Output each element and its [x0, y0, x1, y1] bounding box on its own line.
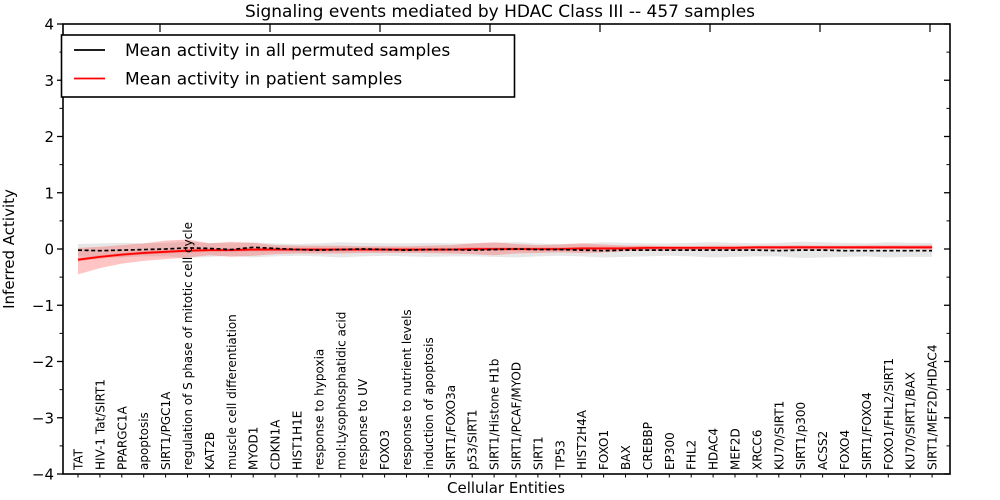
legend-label-permuted: Mean activity in all permuted samples	[125, 41, 450, 61]
x-tick-label: SIRT1/FOXO4	[860, 392, 874, 470]
y-tick-label: −1	[32, 297, 54, 315]
x-tick-label: induction of apoptosis	[422, 337, 436, 470]
x-tick-label: CDKN1A	[269, 419, 283, 470]
x-tick-label: apoptosis	[137, 412, 151, 470]
patient-mean-line	[77, 246, 933, 261]
x-tick-label: response to UV	[356, 378, 370, 470]
y-tick-label: 3	[44, 72, 54, 90]
x-tick-label: regulation of S phase of mitotic cell cy…	[181, 222, 195, 470]
x-tick-label: CREBBP	[641, 422, 655, 470]
x-tick-label: muscle cell differentiation	[225, 314, 239, 470]
x-tick-label: MYOD1	[247, 427, 261, 470]
x-tick-label: HIV-1 Tat/SIRT1	[93, 379, 107, 470]
x-tick-label: FHL2	[685, 440, 699, 470]
y-tick-label: 0	[44, 241, 54, 259]
x-axis-label: Cellular Entities	[447, 479, 565, 497]
x-tick-label: SIRT1/p300	[794, 402, 808, 470]
y-tick-label: −4	[32, 466, 54, 484]
x-tick-label: TAT	[72, 448, 86, 471]
y-tick-label: 4	[44, 16, 54, 34]
x-tick-label: response to hypoxia	[312, 349, 326, 470]
x-tick-label: HIST1H1E	[291, 411, 305, 470]
y-tick-label: −2	[32, 353, 54, 371]
x-tick-label: FOXO3	[378, 430, 392, 470]
confidence-bands	[78, 239, 933, 275]
x-tick-label: HIST2H4A	[575, 409, 589, 470]
x-tick-label: SIRT1/Histone H1b	[488, 359, 502, 470]
x-tick-label: KAT2B	[203, 432, 217, 470]
x-tick-label: MEF2D	[729, 428, 743, 470]
x-tick-label: HDAC4	[707, 428, 721, 470]
x-tick-label: SIRT1/FOXO3a	[444, 385, 458, 470]
x-tick-label: KU70/SIRT1	[772, 401, 786, 470]
legend-box	[60, 34, 516, 98]
permuted-mean-line	[77, 246, 933, 252]
y-tick-label: 1	[44, 184, 54, 202]
x-tick-label: FOXO1/FHL2/SIRT1	[882, 358, 896, 470]
x-tick-label: KU70/SIRT1/BAX	[904, 372, 918, 470]
axes: 4 3 2 1 0 −1 −2 −3 −4 TAT HIV-1 Tat/SIRT1 PPARGC1A a…	[32, 16, 951, 484]
x-tick-label: response to nutrient levels	[400, 309, 414, 470]
x-tick-label: EP300	[663, 432, 677, 470]
x-tick-label: SIRT1/PCAF/MYOD	[510, 362, 524, 470]
y-tick-label: 2	[44, 128, 54, 146]
x-tick-label: SIRT1/MEF2D/HDAC4	[926, 345, 940, 470]
x-tick-label: SIRT1	[531, 436, 545, 470]
x-tick-label: mol:Lysophosphatidic acid	[334, 312, 348, 470]
chart-title: Signaling events mediated by HDAC Class …	[245, 2, 755, 22]
x-tick-label: p53/SIRT1	[466, 409, 480, 470]
y-axis-label: Inferred Activity	[0, 189, 18, 309]
series-lines	[77, 246, 933, 261]
y-tick-label: −3	[32, 409, 54, 427]
x-tick-label: XRCC6	[750, 430, 764, 470]
legend-label-patient: Mean activity in patient samples	[125, 70, 402, 90]
x-tick-label: PPARGC1A	[115, 405, 129, 470]
x-tick-label: FOXO4	[838, 430, 852, 470]
legend: Mean activity in all permuted samples Me…	[60, 34, 516, 98]
x-tick-label: TP53	[553, 440, 567, 471]
x-tick-label: FOXO1	[597, 430, 611, 470]
x-tick-label: SIRT1/PGC1A	[159, 391, 173, 470]
x-tick-label: ACSS2	[816, 431, 830, 470]
x-tick-label: BAX	[619, 445, 633, 470]
